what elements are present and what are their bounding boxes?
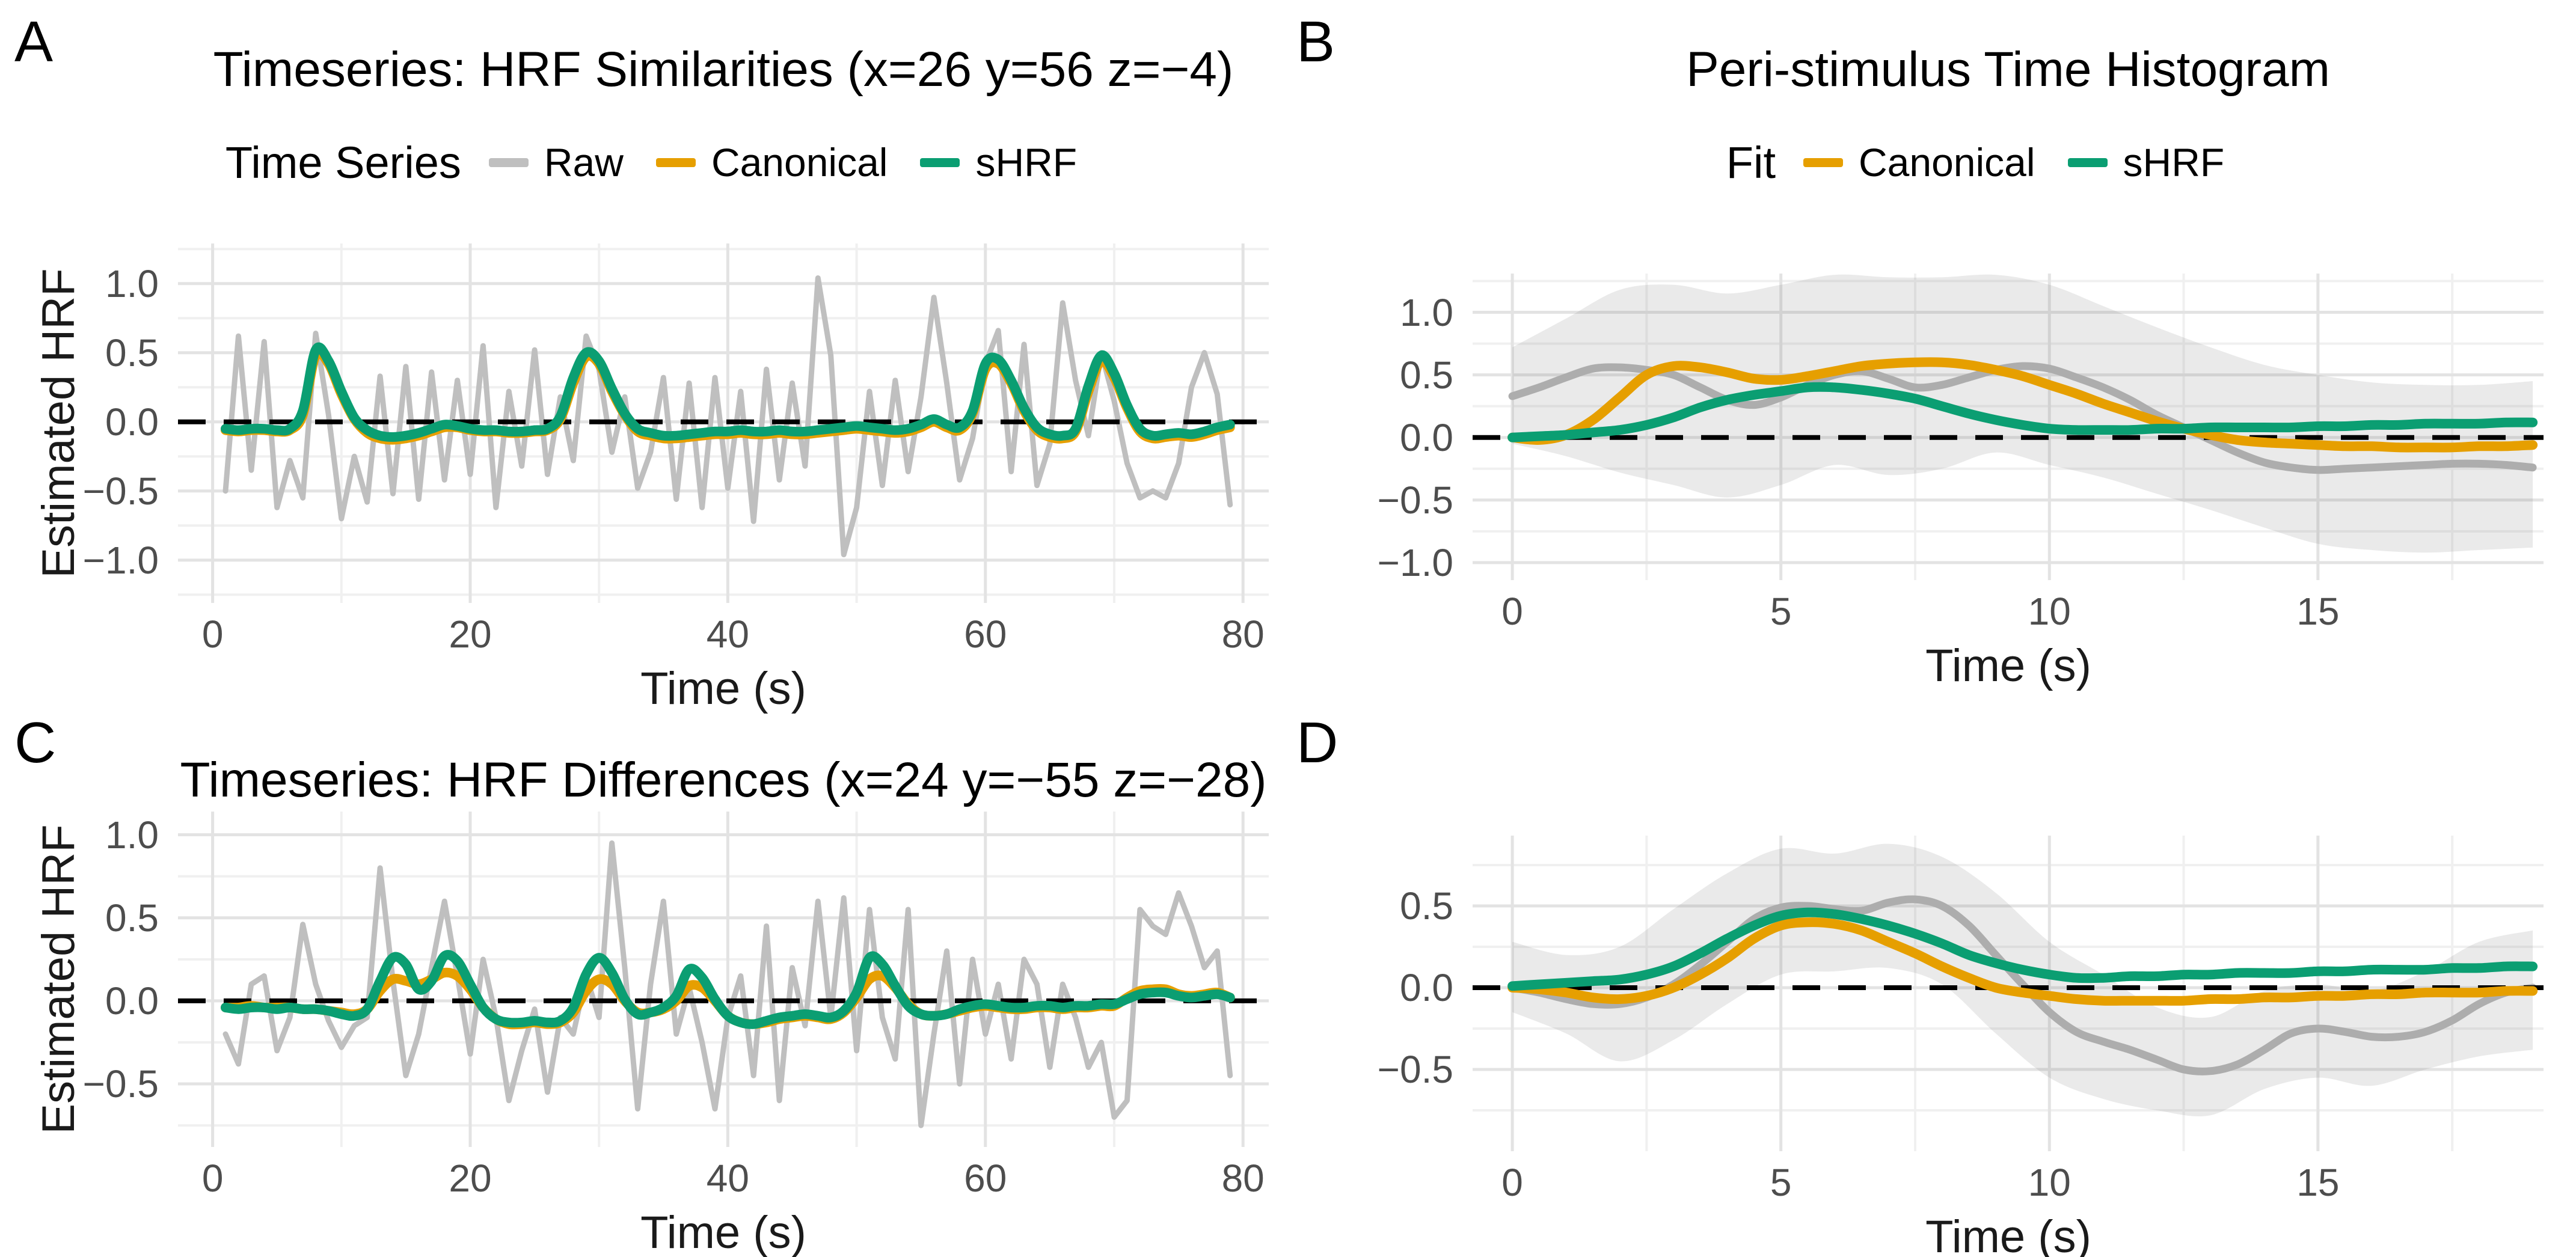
shrf-line-c [221, 950, 1235, 1029]
panel-c-plot [178, 812, 1269, 1147]
x-tick-label: 80 [1221, 1157, 1265, 1200]
x-axis-title-d: Time (s) [1925, 1211, 2091, 1257]
y-tick-label: 1.0 [105, 813, 159, 857]
raw-line-a [222, 275, 1233, 557]
panel-a-title: Timeseries: HRF Similarities (x=26 y=56 … [213, 42, 1234, 97]
legend-item-label: sHRF [2123, 140, 2225, 185]
x-tick-label: 40 [706, 1157, 749, 1200]
legend-time-series: Time Series Raw Canonical sHRF [48, 137, 1287, 188]
y-tick-label: 0.5 [1400, 884, 1453, 928]
y-tick-label: −0.5 [82, 1062, 159, 1106]
shrf-swatch-icon [2067, 158, 2108, 167]
shrf-line-d [1507, 907, 2538, 991]
raw-mean-line-d [1508, 895, 2537, 1075]
legend-item-label: sHRF [975, 140, 1078, 185]
canonical-line-d [1507, 917, 2538, 1006]
x-tick-label: 10 [2028, 1161, 2071, 1204]
x-tick-label: 5 [1770, 590, 1792, 633]
legend-item-canonical: Canonical [655, 139, 888, 185]
y-tick-label: 0.0 [1400, 965, 1453, 1009]
x-tick-label: 20 [449, 613, 492, 656]
shrf-line-a [221, 342, 1235, 442]
y-tick-label: 0.5 [1400, 353, 1453, 397]
panel-letter-a: A [14, 10, 54, 74]
y-tick-label: 1.0 [1400, 290, 1453, 334]
legend-item-shrf: sHRF [2067, 139, 2225, 185]
x-tick-label: 0 [201, 1157, 224, 1200]
legend-title: Time Series [225, 137, 461, 188]
x-tick-label: 0 [201, 613, 224, 656]
panel-d-plot [1473, 836, 2544, 1151]
x-axis-title-b: Time (s) [1925, 640, 2091, 691]
x-tick-label: 15 [2296, 590, 2340, 633]
x-tick-label: 0 [1501, 1161, 1523, 1204]
y-tick-label: −0.5 [1377, 478, 1453, 522]
confidence-ribbon [1512, 274, 2533, 553]
data-layer [1473, 274, 2544, 553]
data-layer [178, 275, 1269, 557]
x-tick-label: 10 [2028, 590, 2071, 633]
panel-c-title: Timeseries: HRF Differences (x=24 y=−55 … [180, 753, 1267, 807]
panel-letter-b: B [1296, 10, 1336, 74]
x-tick-label: 60 [964, 613, 1007, 656]
y-tick-label: 0.5 [105, 331, 159, 375]
panel-a-plot [178, 243, 1269, 603]
x-tick-label: 5 [1770, 1161, 1792, 1204]
y-tick-label: 0.5 [105, 896, 159, 940]
legend-item-canonical: Canonical [1803, 139, 2035, 185]
y-tick-label: −0.5 [82, 469, 159, 513]
canonical-line-b [1507, 357, 2538, 453]
y-tick-label: 0.0 [105, 979, 159, 1023]
y-tick-label: −1.0 [1377, 540, 1453, 584]
legend-item-shrf: sHRF [920, 139, 1077, 185]
x-tick-label: 40 [706, 613, 749, 656]
panel-letter-c: C [14, 711, 57, 775]
shrf-line-b [1507, 382, 2538, 442]
panel-b-title: Peri-stimulus Time Histogram [1686, 42, 2330, 97]
legend-title: Fit [1726, 137, 1776, 188]
y-tick-label: 1.0 [105, 261, 159, 305]
y-tick-label: 0.0 [1400, 415, 1453, 459]
canonical-swatch-icon [655, 158, 696, 167]
legend-item-label: Raw [544, 140, 624, 185]
x-tick-label: 20 [449, 1157, 492, 1200]
legend-item-label: Canonical [1859, 140, 2035, 185]
panel-letter-d: D [1296, 711, 1339, 775]
raw-swatch-icon [488, 158, 529, 167]
x-tick-label: 60 [964, 1157, 1007, 1200]
canonical-swatch-icon [1803, 158, 1843, 167]
x-tick-label: 80 [1221, 613, 1265, 656]
legend-fit: Fit Canonical sHRF [1395, 137, 2576, 188]
legend-item-label: Canonical [711, 140, 888, 185]
shrf-swatch-icon [920, 158, 960, 167]
raw-mean-line-b [1508, 362, 2537, 474]
x-axis-title-c: Time (s) [640, 1207, 806, 1257]
panel-b-plot [1473, 274, 2544, 580]
y-tick-label: −0.5 [1377, 1047, 1453, 1091]
data-layer [1473, 843, 2544, 1117]
x-tick-label: 0 [1501, 590, 1523, 633]
y-tick-label: 0.0 [105, 400, 159, 444]
x-axis-title-a: Time (s) [640, 663, 806, 714]
legend-item-raw: Raw [488, 139, 624, 185]
y-tick-label: −1.0 [82, 538, 159, 582]
x-tick-label: 15 [2296, 1161, 2340, 1204]
data-layer [178, 840, 1269, 1128]
